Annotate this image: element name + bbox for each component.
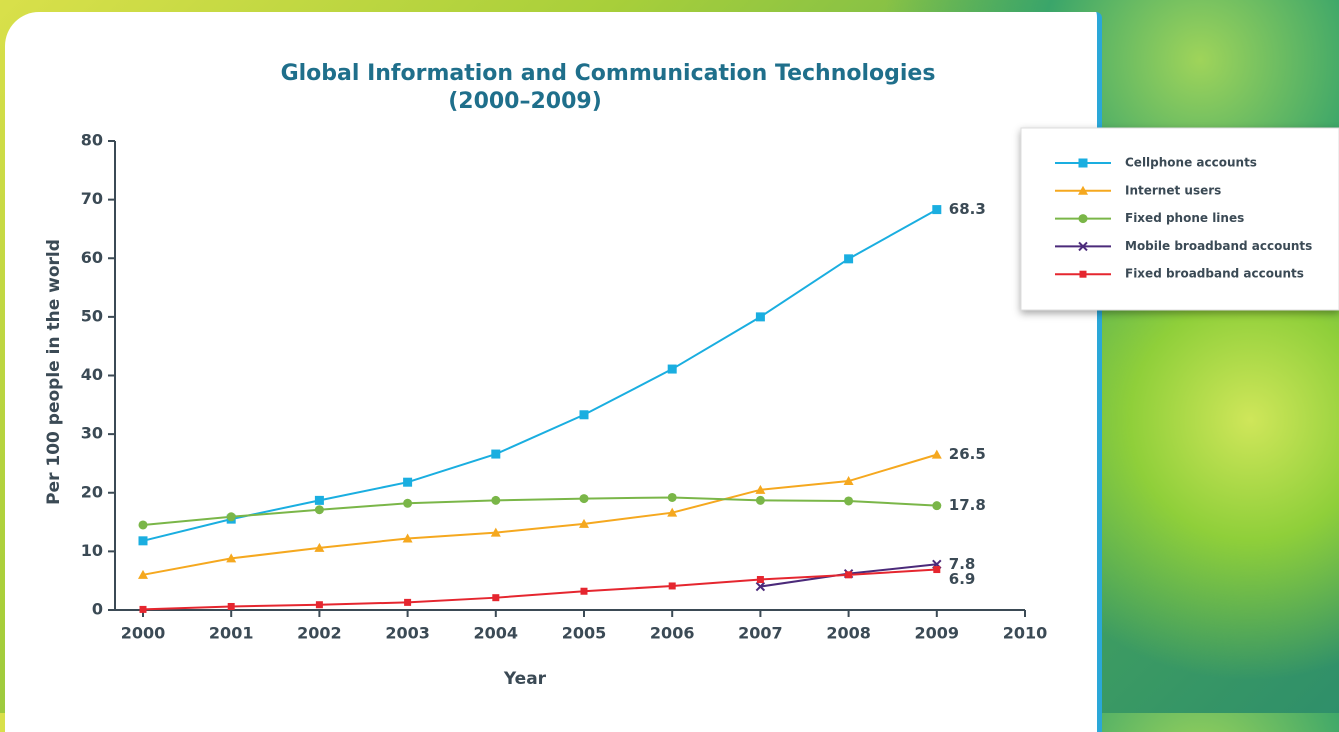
data-point: [668, 365, 677, 374]
data-point: [933, 566, 940, 573]
y-tick-label: 60: [81, 248, 103, 267]
data-point: [228, 603, 235, 610]
y-tick-label: 70: [81, 189, 103, 208]
data-point: [580, 410, 589, 419]
data-point: [932, 205, 941, 214]
series-line: [143, 497, 937, 525]
x-tick-label: 2001: [209, 624, 254, 643]
legend-marker: [1080, 271, 1087, 278]
y-axis-label: Per 100 people in the world: [44, 239, 64, 505]
data-point: [316, 601, 323, 608]
legend-label: Fixed broadband accounts: [1125, 267, 1304, 281]
x-tick-label: 2004: [474, 624, 519, 643]
y-tick-label: 10: [81, 541, 103, 560]
data-point: [403, 478, 412, 487]
data-point: [492, 594, 499, 601]
data-point: [932, 501, 941, 510]
data-point: [227, 512, 236, 521]
y-tick-label: 30: [81, 424, 103, 443]
data-point: [315, 505, 324, 514]
data-point: [757, 576, 764, 583]
data-point: [668, 493, 677, 502]
legend-label: Fixed phone lines: [1125, 211, 1244, 225]
legend-marker: [1079, 159, 1088, 168]
x-tick-label: 2000: [121, 624, 166, 643]
data-point: [844, 496, 853, 505]
x-tick-label: 2003: [385, 624, 430, 643]
data-label: 26.5: [949, 445, 986, 463]
y-tick-label: 40: [81, 365, 103, 384]
x-tick-label: 2002: [297, 624, 342, 643]
data-point: [844, 254, 853, 263]
x-tick-label: 2005: [562, 624, 607, 643]
chart: Global Information and Communication Tec…: [0, 0, 1339, 713]
y-tick-label: 50: [81, 306, 103, 325]
y-tick-label: 0: [92, 600, 103, 619]
data-point: [491, 496, 500, 505]
legend-label: Cellphone accounts: [1125, 156, 1257, 170]
data-point: [756, 312, 765, 321]
legend-marker: [1079, 214, 1088, 223]
legend-label: Mobile broadband accounts: [1125, 239, 1312, 253]
data-point: [139, 520, 148, 529]
data-point: [491, 450, 500, 459]
data-label: 68.3: [949, 200, 986, 218]
x-tick-label: 2010: [1003, 624, 1048, 643]
data-point: [139, 536, 148, 545]
data-point: [932, 450, 942, 459]
data-point: [581, 588, 588, 595]
x-tick-label: 2008: [826, 624, 871, 643]
x-tick-label: 2006: [650, 624, 695, 643]
x-tick-label: 2007: [738, 624, 783, 643]
chart-title: Global Information and Communication Tec…: [281, 61, 936, 86]
y-tick-label: 80: [81, 131, 103, 150]
data-label: 6.9: [949, 570, 976, 588]
x-axis-label: Year: [503, 669, 547, 689]
legend-label: Internet users: [1125, 183, 1221, 197]
data-point: [580, 494, 589, 503]
x-tick-label: 2009: [915, 624, 960, 643]
page: {"chart_data": {"type": "line", "title":…: [0, 0, 1339, 713]
series-line: [143, 570, 937, 610]
data-point: [315, 496, 324, 505]
y-tick-label: 20: [81, 482, 103, 501]
data-point: [845, 571, 852, 578]
series-line: [143, 210, 937, 541]
data-point: [140, 606, 147, 613]
chart-subtitle: (2000–2009): [448, 89, 602, 114]
data-point: [756, 496, 765, 505]
data-point: [404, 599, 411, 606]
data-point: [403, 499, 412, 508]
data-label: 17.8: [949, 496, 986, 514]
data-point: [669, 582, 676, 589]
